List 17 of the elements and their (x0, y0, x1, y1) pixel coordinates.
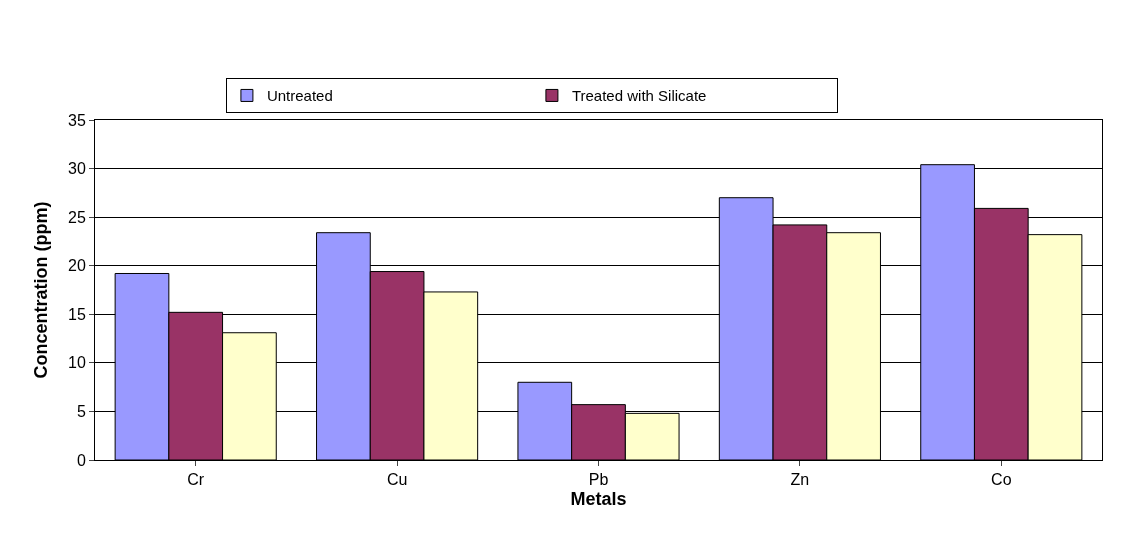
x-tick-label: Cu (386, 471, 408, 489)
y-tick-label: 0 (76, 451, 86, 469)
y-tick-label: 25 (68, 208, 86, 226)
y-tick-label: 20 (68, 257, 86, 275)
y-tick-label: 30 (68, 160, 86, 178)
y-tick-label: 5 (76, 403, 86, 421)
y-tick-label: 15 (68, 305, 86, 323)
y-axis-title: Concentration (ppm) (31, 201, 52, 379)
x-tick-label: Cr (187, 471, 205, 489)
y-tick-label: 10 (68, 354, 86, 372)
y-tick-label: 35 (68, 111, 86, 129)
legend-label: Treated with Silicate (571, 87, 707, 105)
x-tick-label: Zn (790, 471, 810, 489)
x-axis-title: Metals (570, 489, 627, 510)
x-tick-label: Pb (588, 471, 609, 489)
x-tick-label: Co (991, 471, 1012, 489)
legend-label: Untreated (266, 87, 333, 105)
